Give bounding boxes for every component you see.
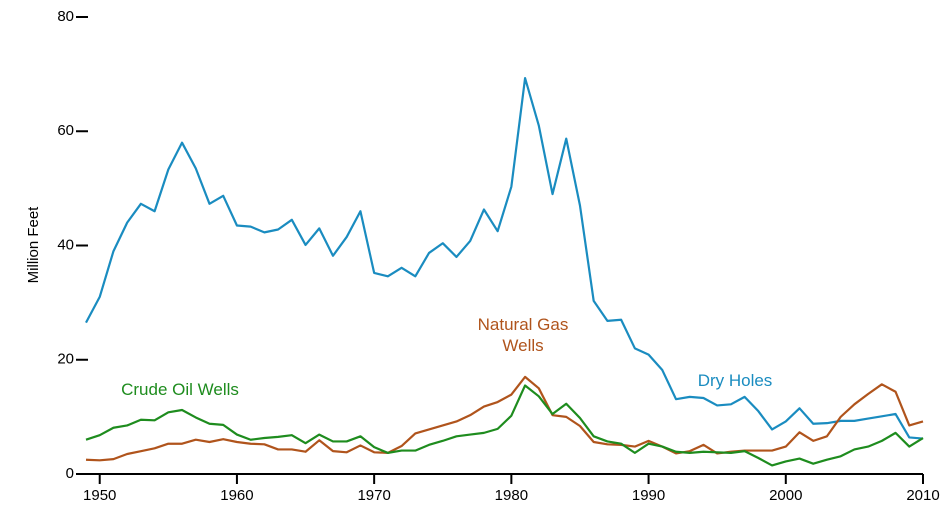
y-tick-label: 40 [57,236,74,253]
x-tick-label: 1980 [495,487,528,504]
x-tick-label: 2000 [769,487,802,504]
series-label: Dry Holes [697,370,773,390]
y-axis-label: Million Feet [25,206,42,284]
x-tick-label: 1960 [220,487,253,504]
x-tick-label: 2010 [906,487,939,504]
series-line [85,375,924,462]
series-line [85,384,924,467]
series-line [85,77,924,440]
x-tick-label: 1950 [83,487,116,504]
y-tick-label: 20 [57,351,74,368]
series-label: Natural Gas Wells [477,314,569,355]
y-tick-label: 60 [57,122,74,139]
x-tick-label: 1990 [632,487,665,504]
y-tick-label: 80 [57,8,74,25]
y-tick-label: 0 [66,465,74,482]
x-tick-label: 1970 [357,487,390,504]
series-label: Crude Oil Wells [121,379,239,399]
